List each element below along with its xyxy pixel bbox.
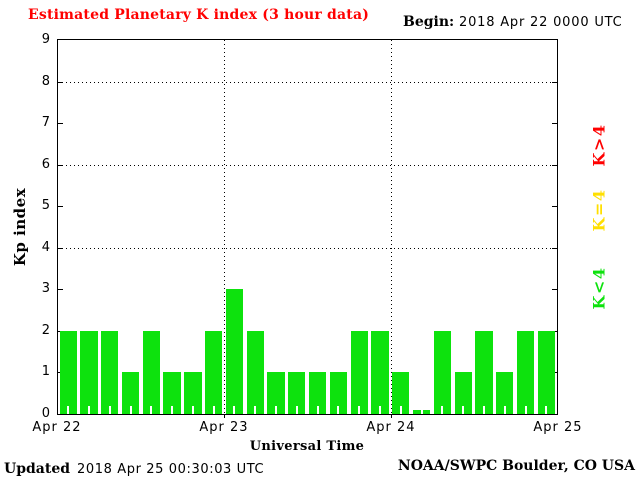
kp-bar-7: [205, 330, 223, 414]
kp-bar-16: [392, 372, 410, 414]
x-day-label-1: Apr 23: [199, 420, 249, 435]
bar-notch-7: [212, 406, 215, 414]
y-tick-label-5: 5: [41, 198, 50, 214]
begin-label: Begin:: [403, 14, 455, 30]
kp-bar-14: [350, 330, 368, 414]
y-tick-right-8: [552, 81, 557, 83]
bar-notch-2: [108, 406, 111, 414]
bar-notch-23: [545, 406, 548, 414]
kp-bar-19: [454, 372, 472, 414]
bar-notch-6: [191, 406, 194, 414]
legend-label-k-eq-4: K=4: [589, 188, 609, 232]
y-tick-label-3: 3: [41, 281, 50, 297]
kp-bar-15: [371, 330, 389, 414]
v-gridline-day-1: [224, 40, 226, 414]
kp-bar-4: [142, 330, 160, 414]
y-tick-left-3: [58, 289, 63, 291]
x-day-label-3: Apr 25: [533, 420, 583, 435]
bar-notch-1: [87, 406, 90, 414]
kp-bar-21: [496, 372, 514, 414]
x-axis-label: Universal Time: [249, 439, 365, 454]
y-tick-label-4: 4: [41, 239, 50, 255]
plot-area: [57, 39, 558, 415]
bar-notch-14: [358, 406, 361, 414]
y-tick-right-7: [552, 123, 557, 125]
bar-notch-20: [482, 406, 485, 414]
kp-bar-20: [475, 330, 493, 414]
bar-notch-12: [316, 406, 319, 414]
y-tick-label-8: 8: [41, 73, 50, 89]
bar-notch-9: [254, 406, 257, 414]
kp-bar-12: [309, 372, 327, 414]
y-tick-right-5: [552, 206, 557, 208]
y-tick-right-4: [552, 247, 557, 249]
kp-bar-6: [184, 372, 202, 414]
bar-notch-4: [150, 406, 153, 414]
bar-notch-8: [233, 406, 236, 414]
y-axis-label: Kp index: [11, 187, 29, 267]
y-tick-label-7: 7: [41, 115, 50, 131]
kp-bar-3: [121, 372, 140, 414]
kp-bar-23: [537, 330, 555, 414]
kp-bar-18: [433, 330, 452, 414]
kp-bar-0: [59, 330, 77, 414]
bar-notch-5: [171, 406, 174, 414]
y-tick-left-4: [58, 247, 63, 249]
bar-notch-3: [129, 406, 132, 414]
bar-notch-0: [67, 406, 70, 414]
y-tick-label-6: 6: [41, 156, 50, 172]
credit-text: NOAA/SWPC Boulder, CO USA: [397, 458, 635, 474]
begin-start-datetime: 2018 Apr 22 0000 UTC: [459, 15, 623, 30]
updated-datetime: 2018 Apr 25 00:30:03 UTC: [77, 462, 265, 477]
kp-bar-2: [101, 330, 119, 414]
y-tick-left-6: [58, 164, 63, 166]
kp-bar-5: [163, 372, 181, 414]
bar-notch-19: [462, 406, 465, 414]
bar-notch-15: [379, 406, 382, 414]
bar-notch-16: [399, 406, 402, 414]
h-gridline-kp-4: [58, 247, 557, 249]
chart-title: Estimated Planetary K index (3 hour data…: [28, 7, 370, 23]
bar-notch-10: [275, 406, 278, 414]
x-day-tick-2: [391, 415, 392, 418]
y-tick-left-8: [58, 81, 63, 83]
kp-bar-22: [516, 330, 535, 414]
bar-notch-18: [441, 406, 444, 414]
x-day-label-2: Apr 24: [366, 420, 416, 435]
y-tick-right-3: [552, 289, 557, 291]
updated-label: Updated: [4, 461, 71, 477]
bar-notch-21: [503, 406, 506, 414]
x-day-label-0: Apr 22: [32, 420, 82, 435]
bar-notch-22: [524, 406, 527, 414]
kp-bar-8: [225, 289, 244, 414]
kp-bar-11: [288, 372, 306, 414]
footer-updated: Updated 2018 Apr 25 00:30:03 UTC: [4, 458, 264, 477]
y-tick-label-1: 1: [41, 364, 50, 380]
legend-label-k-gt-4: K>4: [589, 123, 609, 167]
bar-notch-13: [337, 406, 340, 414]
y-tick-label-9: 9: [41, 32, 50, 47]
h-gridline-kp-6: [58, 164, 557, 166]
h-gridline-kp-8: [58, 81, 557, 83]
x-day-tick-1: [224, 415, 225, 418]
y-tick-left-5: [58, 206, 63, 208]
legend-label-k-lt-4: K<4: [589, 266, 609, 310]
kp-bar-1: [80, 330, 98, 414]
y-tick-label-2: 2: [41, 322, 50, 338]
kp-bar-13: [329, 372, 348, 414]
y-tick-left-7: [58, 123, 63, 125]
y-tick-right-6: [552, 164, 557, 166]
kp-bar-9: [246, 330, 264, 414]
bar-notch-17: [420, 406, 423, 414]
kp-bar-10: [267, 372, 285, 414]
y-tick-label-0: 0: [41, 406, 50, 421]
bar-notch-11: [295, 406, 298, 414]
v-gridline-day-2: [390, 40, 392, 414]
